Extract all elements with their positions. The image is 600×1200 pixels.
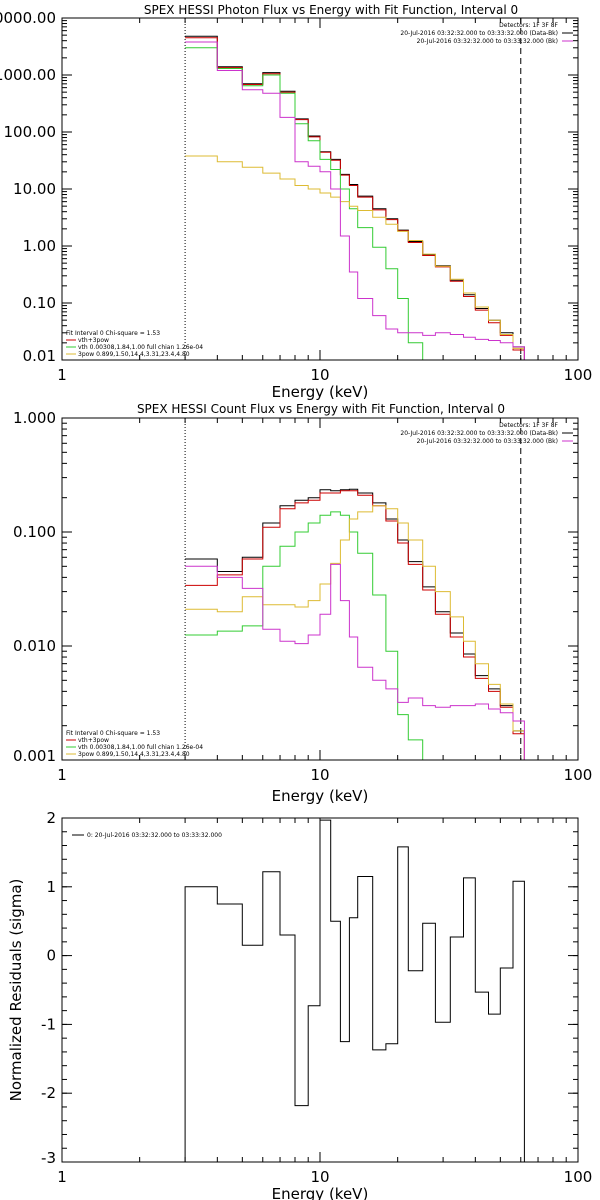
y-tick-label: 100.00 — [4, 123, 57, 141]
count-flux-series — [184, 418, 535, 761]
y-tick-label: 0.010 — [13, 637, 56, 655]
x-tick-label: 1 — [57, 1168, 67, 1186]
x-tick-label: 1 — [57, 366, 67, 384]
y-tick-label: 0.100 — [13, 523, 56, 541]
y-tick-label: 0.10 — [23, 294, 56, 312]
count-flux-xlabel: Energy (keV) — [272, 787, 369, 805]
legend-top-right-entry: Detectors: 1F 3F 8F — [499, 422, 558, 429]
count-flux-title: SPEX HESSI Count Flux vs Energy with Fit… — [137, 402, 505, 416]
legend-bottom-left-entry: vth+3pow — [78, 337, 109, 344]
photon-flux-series — [184, 18, 525, 361]
photon-flux-ticks: 1 10 100 0.01 0.10 1.00 10.00 100.00 1000.00 1000… — [0, 9, 592, 384]
x-tick-label: 10 — [310, 366, 329, 384]
residuals-frame — [61, 817, 579, 1163]
legend-top-right-entry: 20-Jul-2016 03:32:32.000 to 03:33:32.000… — [417, 438, 558, 445]
legend-bottom-left-entry: 3pow 0.899,1.50,14.4,3.31,23.4,4.80 — [78, 351, 190, 358]
series-line-3 — [185, 505, 535, 761]
series-line-4 — [185, 41, 525, 360]
x-tick-label: 100 — [564, 1168, 593, 1186]
x-tick-label: 1 — [57, 766, 67, 784]
y-tick-label: 1.00 — [23, 237, 56, 255]
legend-top-right-entry: 20-Jul-2016 03:32:32.000 to 03:33:32.000… — [417, 38, 558, 45]
legend-top-right-entry: 20-Jul-2016 03:32:32.000 to 03:33:32.000… — [400, 30, 558, 37]
y-tick-label: 1000.00 — [0, 66, 56, 84]
series-line-3 — [185, 155, 525, 349]
legend-bottom-left-entry: vth 0.00308,1.84,1.00 full chian 1.26e-0… — [78, 744, 203, 751]
y-tick-label: 0 — [46, 947, 56, 965]
photon-flux-frame — [61, 17, 579, 361]
residuals-legend: 0: 20-Jul-2016 03:32:32.000 to 03:33:32.… — [72, 832, 222, 839]
photon-flux-panel: SPEX HESSI Photon Flux vs Energy with Fi… — [0, 3, 592, 401]
y-tick-label: -2 — [41, 1084, 56, 1102]
photon-flux-xlabel: Energy (keV) — [272, 383, 369, 401]
y-tick-label: 10000.00 — [0, 9, 56, 27]
count-flux-ticks: 1 10 100 0.001 0.010 0.100 1.000 — [13, 409, 592, 784]
y-tick-label: 1 — [46, 878, 56, 896]
series-line-4 — [185, 563, 525, 760]
legend-top-right-entry: 20-Jul-2016 03:32:32.000 to 03:33:32.000… — [400, 430, 558, 437]
x-tick-label: 10 — [310, 766, 329, 784]
legend-bottom-left-entry: Fit Interval 0 Chi-square = 1.53 — [66, 730, 160, 737]
residuals-xlabel: Energy (keV) — [272, 1185, 369, 1200]
y-tick-label: -3 — [41, 1149, 56, 1167]
residuals-panel: Energy (keV) Normalized Residuals (sigma… — [7, 809, 592, 1200]
x-tick-label: 100 — [564, 766, 593, 784]
residuals-ticks: 1 10 100 -3 -2 -1 0 1 2 — [41, 809, 592, 1186]
legend-bottom-left-entry: vth+3pow — [78, 737, 109, 744]
x-tick-label: 100 — [564, 366, 593, 384]
legend-bottom-left-entry: Fit Interval 0 Chi-square = 1.53 — [66, 330, 160, 337]
series-line-0 — [184, 819, 525, 1162]
residuals-ylabel: Normalized Residuals (sigma) — [7, 879, 25, 1102]
count-flux-panel: SPEX HESSI Count Flux vs Energy with Fit… — [13, 402, 592, 805]
legend-top-right-entry: Detectors: 1F 3F 8F — [499, 22, 558, 29]
y-tick-label: 2 — [46, 809, 56, 827]
residuals-series — [184, 819, 525, 1162]
legend-bottom-left-entry: vth 0.00308,1.84,1.00 full chian 1.26e-0… — [78, 344, 203, 351]
y-tick-label: 0.01 — [23, 347, 56, 365]
y-tick-label: 0.001 — [13, 747, 56, 765]
photon-flux-title: SPEX HESSI Photon Flux vs Energy with Fi… — [144, 3, 518, 17]
count-flux-frame — [61, 417, 579, 761]
series-line-2 — [185, 47, 436, 361]
legend-top-left-entry: 0: 20-Jul-2016 03:32:32.000 to 03:33:32.… — [87, 832, 222, 839]
x-tick-label: 10 — [310, 1168, 329, 1186]
y-tick-label: -1 — [41, 1015, 56, 1033]
legend-bottom-left-entry: 3pow 0.899,1.50,14.4,3.31,23.4,4.80 — [78, 751, 190, 758]
y-tick-label: 10.00 — [13, 180, 56, 198]
y-tick-label: 1.000 — [13, 409, 56, 427]
